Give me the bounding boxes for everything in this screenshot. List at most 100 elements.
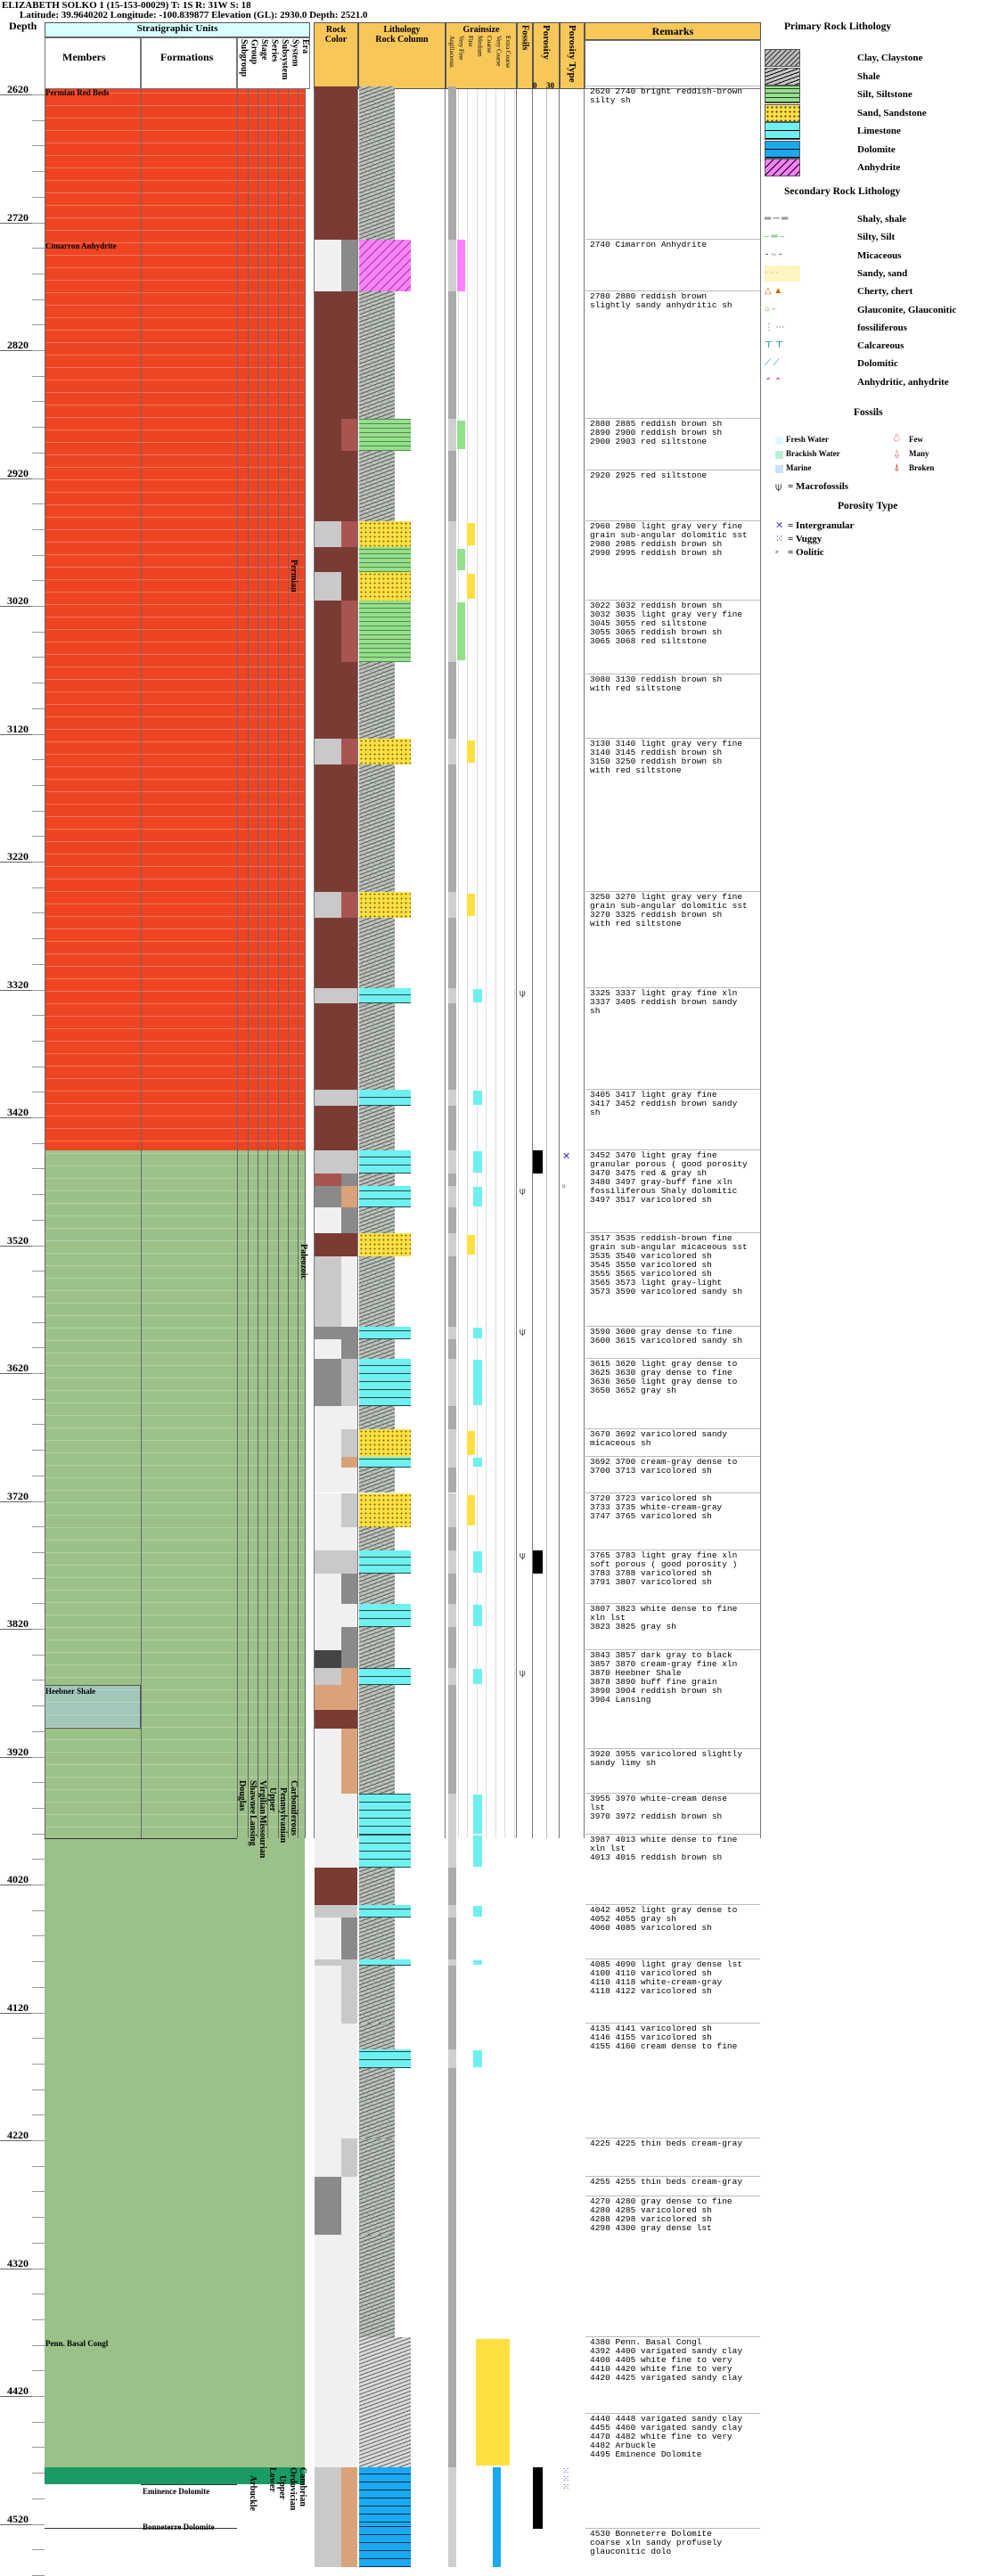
remark-divider [585,2176,760,2178]
depth-tick [0,478,45,479]
grainsize-column [446,89,517,1838]
lithology-bed [359,1604,411,1628]
grainsize-gridline [486,89,487,1838]
minor-tick [32,119,45,121]
formation-label: Bonneterre Dolomite [143,2522,215,2531]
band-line [45,1178,305,1179]
band-line [45,579,305,580]
grainsize-bar [467,574,475,599]
band-line [45,816,305,817]
strat-bottom [45,1838,237,1839]
rock-color-swatch [315,1710,341,1729]
band-line [45,1078,305,1079]
macrofossil-icon: ⍦ [520,1186,526,1198]
rock-color-swatch [341,1604,357,1628]
band-line [45,1789,305,1790]
rock-color-swatch [315,572,341,601]
rock-color-swatch [315,661,341,739]
remark-divider [585,1492,760,1493]
minor-tick [32,324,45,326]
legend-secondary-swatch: ○ ◦ [765,301,800,318]
vertical-header-era: Era [300,39,310,54]
grainsize-sub-headers: Argillaceous Very Fine Fine Medium Coarse Ver… [448,36,516,89]
minor-tick [32,1142,45,1144]
minor-tick [32,145,45,147]
remark-text: 4135 4141 varicolored sh 4146 4155 varic… [590,2024,738,2052]
rock-color-swatch [315,738,341,765]
remark-text: 4380 Penn. Basal Congl 4392 4400 varigat… [590,2337,743,2383]
band-line [45,180,305,181]
legend-secondary-label: Micaceous [857,249,902,261]
remark-text: 3130 3140 light gray very fine 3140 3145… [590,739,743,775]
porosity-bar [533,1149,543,1174]
rock-column-label: Rock Column [375,35,429,45]
vertical-header-group: Group [249,39,259,65]
grainsize-bar [448,1090,456,1106]
formations-header-cell [141,37,237,89]
rock-color-swatch [341,2068,357,2139]
remark-text: 2780 2880 reddish brown slightly sandy a… [590,291,732,310]
lithology-bed [359,1904,411,1918]
remark-text: 3920 3955 varicolored slightly sandy lim… [590,1749,743,1768]
rock-color-swatch [341,1917,357,1960]
lithology-bed [359,1358,411,1406]
band-line [45,292,305,293]
rock-color-swatch [341,2234,357,2337]
rock-color-swatch [315,546,341,573]
band-line [45,1727,305,1728]
legend-secondary-label: Shaly, shale [857,214,907,225]
remark-divider [585,2527,760,2529]
rock-color-swatch [315,987,341,1003]
lithology-bed [359,450,395,521]
rock-color-swatch [315,1627,341,1650]
grainsize-bar [473,2049,482,2068]
grainsize-bar [473,1905,482,1917]
band-line [45,1278,305,1279]
band-line [45,1515,305,1516]
band-line [45,1577,305,1578]
minor-tick [32,938,45,940]
grainsize-bar [448,2024,456,2049]
minor-tick [32,1219,45,1221]
macrofossil-legend-icon: ⍦ [775,480,782,493]
band-line [45,916,305,917]
band-line [45,1652,305,1653]
remark-text: 3325 3337 light gray fine xln 3337 3405 … [590,988,738,1016]
minor-tick [32,196,45,198]
band-line [45,1253,305,1254]
depth-tick [0,1629,45,1630]
grainsize-bar [476,2338,510,2466]
minor-tick [32,733,45,735]
grainsize-bar [493,2522,501,2567]
grainsize-bar [457,421,465,449]
legend-secondary-title: Secondary Rock Lithology [784,186,901,197]
band-line [45,1477,305,1478]
minor-tick [32,2421,45,2423]
vertical-header-subgroup: Subgroup [239,39,249,78]
grainsize-bar [448,572,456,601]
minor-tick [32,1194,45,1196]
legend-porosity-label: = Vuggy [788,534,822,544]
lithology-bed [359,1467,395,1493]
lithology-bed [359,1650,395,1669]
grainsize-bar [448,1604,456,1628]
remark-text: 4225 4225 thin beds cream-gray [590,2139,743,2149]
legend-primary-label: Sand, Sandstone [857,107,927,119]
minor-tick [32,1833,45,1835]
lithology-bed [359,1256,395,1327]
grainsize-bar [448,1457,456,1468]
rock-color-swatch [341,1358,357,1406]
minor-tick [32,963,45,965]
band-line [45,1527,305,1528]
band-line [45,592,305,593]
vertical-header-series: Series [269,39,280,62]
formation-label: Eminence Dolomite [143,2486,210,2496]
band-line [45,1565,305,1566]
remark-text: 2740 Cimarron Anhydrite [590,241,708,250]
minor-tick [32,1424,45,1426]
remark-divider [585,674,760,675]
rock-color-swatch [341,1793,357,1835]
strat-divider [288,89,289,1838]
lithology-overlay [359,2234,395,2337]
depth-tick [0,606,45,607]
